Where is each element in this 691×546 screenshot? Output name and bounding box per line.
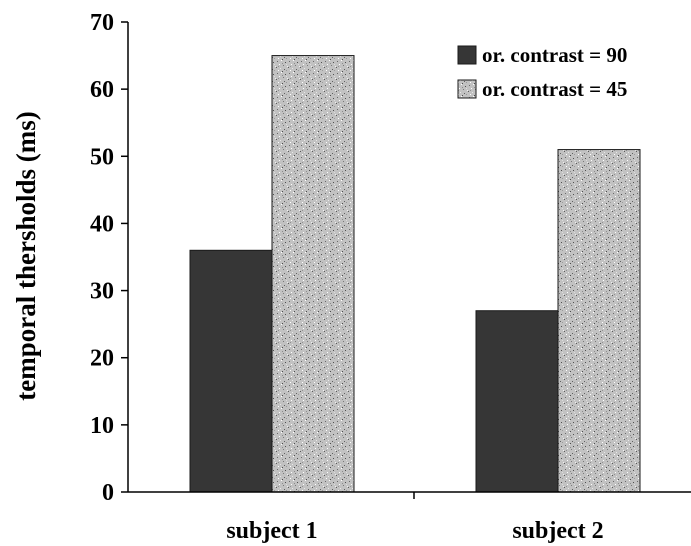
- y-tick-label: 20: [90, 346, 114, 372]
- bars: [189, 55, 641, 493]
- y-tick-label: 70: [90, 10, 114, 36]
- bar-contrast-90-subject-2: [475, 310, 559, 493]
- x-tick-label: subject 1: [226, 518, 317, 544]
- y-tick-label: 50: [90, 144, 114, 170]
- y-tick-label: 40: [90, 211, 114, 237]
- bar-contrast-45-subject-1: [271, 55, 355, 493]
- legend-swatch: [457, 45, 477, 65]
- y-axis-title: temporal thersholds (ms): [11, 111, 41, 400]
- bar-contrast-45-subject-2: [557, 149, 641, 493]
- legend-swatch: [457, 79, 477, 99]
- y-axis: 0 10 20 30 40 50 60 70: [90, 10, 129, 506]
- x-tick-label: subject 2: [512, 518, 603, 544]
- legend-label: or. contrast = 90: [482, 43, 627, 67]
- legend-label: or. contrast = 45: [482, 77, 627, 101]
- y-tick-label: 0: [102, 480, 114, 506]
- bar-contrast-90-subject-1: [189, 249, 273, 493]
- x-axis: subject 1 subject 2: [128, 491, 691, 544]
- plot-area: 0 10 20 30 40 50 60 70 subject 1 subject 2: [90, 10, 691, 544]
- y-tick-label: 10: [90, 413, 114, 439]
- y-tick-label: 60: [90, 77, 114, 103]
- legend: or. contrast = 90 or. contrast = 45: [457, 43, 627, 101]
- y-tick-label: 30: [90, 279, 114, 305]
